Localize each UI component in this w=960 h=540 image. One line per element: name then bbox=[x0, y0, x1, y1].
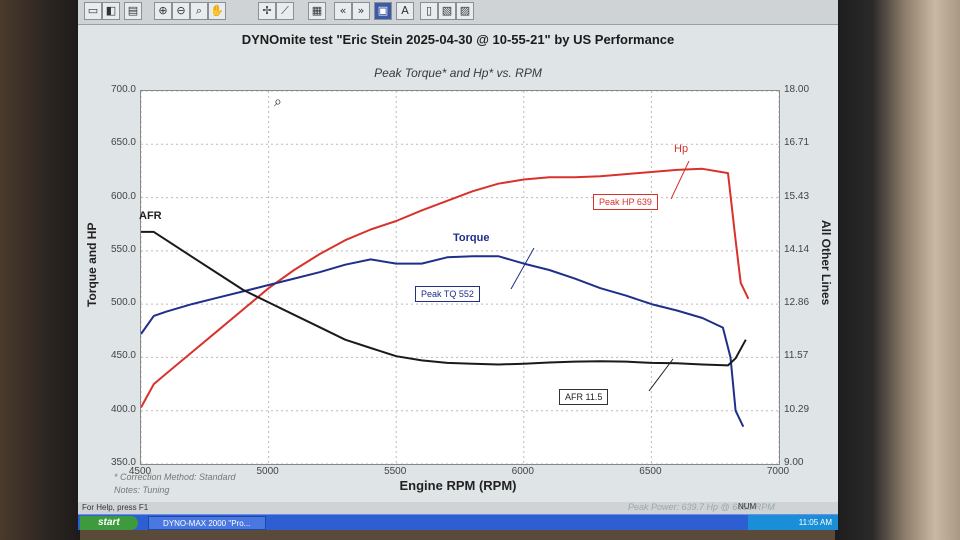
taskbar-item-dynomax[interactable]: DYNO-MAX 2000 "Pro... bbox=[148, 516, 266, 530]
y2-tick-label: 12.86 bbox=[784, 297, 810, 309]
y-tick-label: 550.0 bbox=[110, 243, 136, 255]
afr-series-label: AFR bbox=[139, 210, 162, 222]
peak-torque-callout: Peak TQ 552 bbox=[415, 286, 480, 302]
x-tick-label: 5000 bbox=[256, 466, 279, 477]
y-tick-label: 500.0 bbox=[110, 297, 136, 309]
status-bar: For Help, press F1 bbox=[78, 502, 838, 514]
y2-tick-label: 18.00 bbox=[784, 84, 810, 95]
torque-series-label: Torque bbox=[453, 232, 490, 244]
zoom-icon[interactable]: ⌕ bbox=[190, 2, 208, 20]
afr-leader-line bbox=[648, 358, 674, 392]
x-tick-label: 7000 bbox=[766, 466, 790, 477]
y2-tick-label: 15.43 bbox=[784, 190, 810, 202]
hand-icon[interactable]: ✋ bbox=[208, 2, 226, 20]
clock: 11:05 AM bbox=[798, 518, 832, 527]
y2-tick-label: 9.00 bbox=[784, 457, 804, 468]
copy-icon[interactable]: ▯ bbox=[420, 2, 438, 20]
text-button[interactable]: A bbox=[396, 2, 414, 20]
chart-title: Peak Torque* and Hp* vs. RPM bbox=[374, 66, 542, 80]
y2-tick-label: 10.29 bbox=[784, 403, 810, 415]
grid-icon[interactable]: ▦ bbox=[308, 2, 326, 20]
monitor-bezel-left bbox=[0, 0, 80, 540]
afr-callout: AFR 11.5 bbox=[559, 389, 609, 405]
export-icon[interactable]: ▧ bbox=[438, 2, 456, 20]
dyno-screen: ▭ ◧ ▤ ⊕ ⊖ ⌕ ✋ ✢ ⟋ ▦ « » ▣ A ▯ ▧ ▨ DYNOmi… bbox=[78, 0, 838, 530]
hp-leader-line bbox=[670, 160, 690, 200]
plot-area[interactable]: ⌕ Peak HP 639 Peak TQ 552 AFR 11.5 Hp To… bbox=[139, 90, 780, 465]
zoom-in-icon[interactable]: ⊕ bbox=[154, 2, 172, 20]
notes-text: Notes: Tuning bbox=[114, 485, 170, 495]
ruler-icon[interactable]: ⟋ bbox=[276, 2, 294, 20]
print-icon[interactable]: ▤ bbox=[124, 2, 142, 20]
taskbar: start DYNO-MAX 2000 "Pro... 11:05 AM bbox=[78, 514, 838, 530]
y2-tick-label: 14.14 bbox=[784, 243, 810, 255]
y2-tick-label: 11.57 bbox=[784, 350, 809, 362]
next-icon[interactable]: » bbox=[352, 2, 370, 20]
file-icon[interactable]: ▭ bbox=[84, 2, 102, 20]
y-tick-label: 650.0 bbox=[110, 137, 136, 149]
window-icon[interactable]: ▣ bbox=[374, 2, 392, 20]
magnifier-icon[interactable]: ⌕ bbox=[274, 93, 282, 109]
cursor-icon[interactable]: ✢ bbox=[258, 2, 276, 20]
y-tick-label: 700.0 bbox=[110, 84, 136, 95]
system-tray: 11:05 AM bbox=[748, 515, 838, 530]
correction-note: * Correction Method: Standard bbox=[114, 472, 236, 482]
x-tick-label: 4500 bbox=[128, 466, 152, 477]
y-axis-label: Torque and HP bbox=[85, 222, 99, 307]
y-tick-label: 600.0 bbox=[110, 190, 136, 202]
hp-series-line bbox=[141, 167, 750, 408]
x-tick-label: 5500 bbox=[384, 466, 407, 477]
torque-series-line bbox=[141, 255, 745, 428]
prev-icon[interactable]: « bbox=[334, 2, 352, 20]
start-button[interactable]: start bbox=[80, 516, 138, 530]
monitor-bezel-right bbox=[835, 0, 960, 540]
y-tick-label: 400.0 bbox=[110, 403, 136, 415]
y2-axis-label: All Other Lines bbox=[819, 220, 833, 306]
zoom-out-icon[interactable]: ⊖ bbox=[172, 2, 190, 20]
image-icon[interactable]: ▨ bbox=[456, 2, 474, 20]
status-help-text: For Help, press F1 bbox=[82, 503, 149, 512]
toolbar: ▭ ◧ ▤ ⊕ ⊖ ⌕ ✋ ✢ ⟋ ▦ « » ▣ A ▯ ▧ ▨ bbox=[78, 0, 838, 25]
page-title: DYNOmite test "Eric Stein 2025-04-30 @ 1… bbox=[241, 32, 675, 47]
save-icon[interactable]: ◧ bbox=[102, 2, 120, 20]
num-lock-indicator: NUM bbox=[738, 502, 757, 511]
peak-hp-callout: Peak HP 639 bbox=[593, 194, 658, 210]
torque-leader-line bbox=[510, 247, 535, 290]
y2-tick-label: 16.71 bbox=[784, 137, 810, 149]
x-tick-label: 6500 bbox=[639, 466, 662, 477]
y-tick-label: 450.0 bbox=[110, 350, 136, 362]
dyno-chart bbox=[141, 91, 779, 464]
y-tick-label: 350.0 bbox=[110, 457, 136, 468]
x-axis-label: Engine RPM (RPM) bbox=[399, 478, 517, 493]
peak-power-readout: Peak Power: 639.7 Hp @ 6650 RPM bbox=[628, 502, 775, 512]
hp-series-label: Hp bbox=[674, 143, 689, 155]
x-tick-label: 6000 bbox=[511, 466, 534, 477]
afr-series-line bbox=[141, 230, 747, 367]
